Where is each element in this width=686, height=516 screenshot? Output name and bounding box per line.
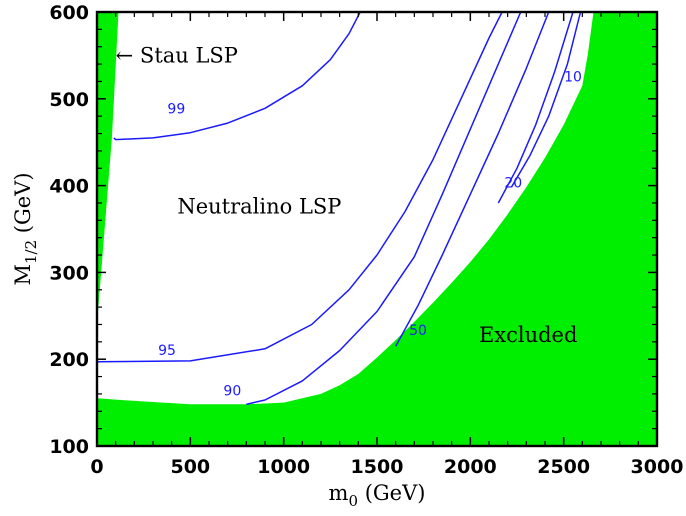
contour-line-50 bbox=[395, 11, 550, 347]
x-tick-label: 1000 bbox=[257, 456, 310, 478]
y-tick-label: 400 bbox=[49, 176, 89, 198]
regions-layer bbox=[97, 12, 657, 446]
x-tick-label: 0 bbox=[90, 456, 103, 478]
annotation: ← Stau LSP bbox=[116, 43, 238, 67]
ticks-layer: 0 500 1000 1500 2000 2500 3000 100 200 300 400 500 6… bbox=[49, 2, 683, 478]
contour-label-50: 50 bbox=[409, 323, 427, 339]
excluded-region bbox=[97, 12, 657, 446]
contour-label-20: 20 bbox=[504, 175, 522, 191]
annotation: Excluded bbox=[479, 323, 578, 347]
labels-layer: 99 95 90 50 20 10 ← Stau LSP Neutralino LSP Excl… bbox=[116, 43, 582, 399]
contour-line-90 bbox=[246, 11, 522, 406]
y-tick-label: 600 bbox=[49, 2, 89, 24]
contour-line-95 bbox=[96, 11, 503, 363]
y-tick-label: 300 bbox=[49, 262, 89, 284]
x-tick-label: 3000 bbox=[631, 456, 684, 478]
x-axis-title: m0 (GeV) bbox=[329, 481, 426, 510]
series-layer bbox=[96, 11, 582, 406]
y-axis-title: M1/2 (GeV) bbox=[11, 172, 40, 285]
x-tick-label: 500 bbox=[170, 456, 210, 478]
contour-label-95: 95 bbox=[158, 343, 176, 359]
y-tick-label: 500 bbox=[49, 89, 89, 111]
contour-label-90: 90 bbox=[223, 384, 241, 400]
contour-label-99: 99 bbox=[167, 102, 185, 118]
x-tick-label: 2500 bbox=[537, 456, 590, 478]
contour-line-99 bbox=[113, 11, 361, 141]
y-tick-label: 200 bbox=[49, 349, 89, 371]
plot-frame bbox=[95, 10, 659, 448]
x-tick-label: 2000 bbox=[444, 456, 497, 478]
x-tick-label: 1500 bbox=[351, 456, 404, 478]
contour-label-10: 10 bbox=[564, 69, 582, 85]
annotation: Neutralino LSP bbox=[177, 194, 341, 218]
contour-line-20 bbox=[497, 11, 574, 204]
stau-lsp-band bbox=[97, 12, 119, 325]
y-tick-label: 100 bbox=[49, 436, 89, 458]
contour-line-10 bbox=[510, 11, 582, 188]
